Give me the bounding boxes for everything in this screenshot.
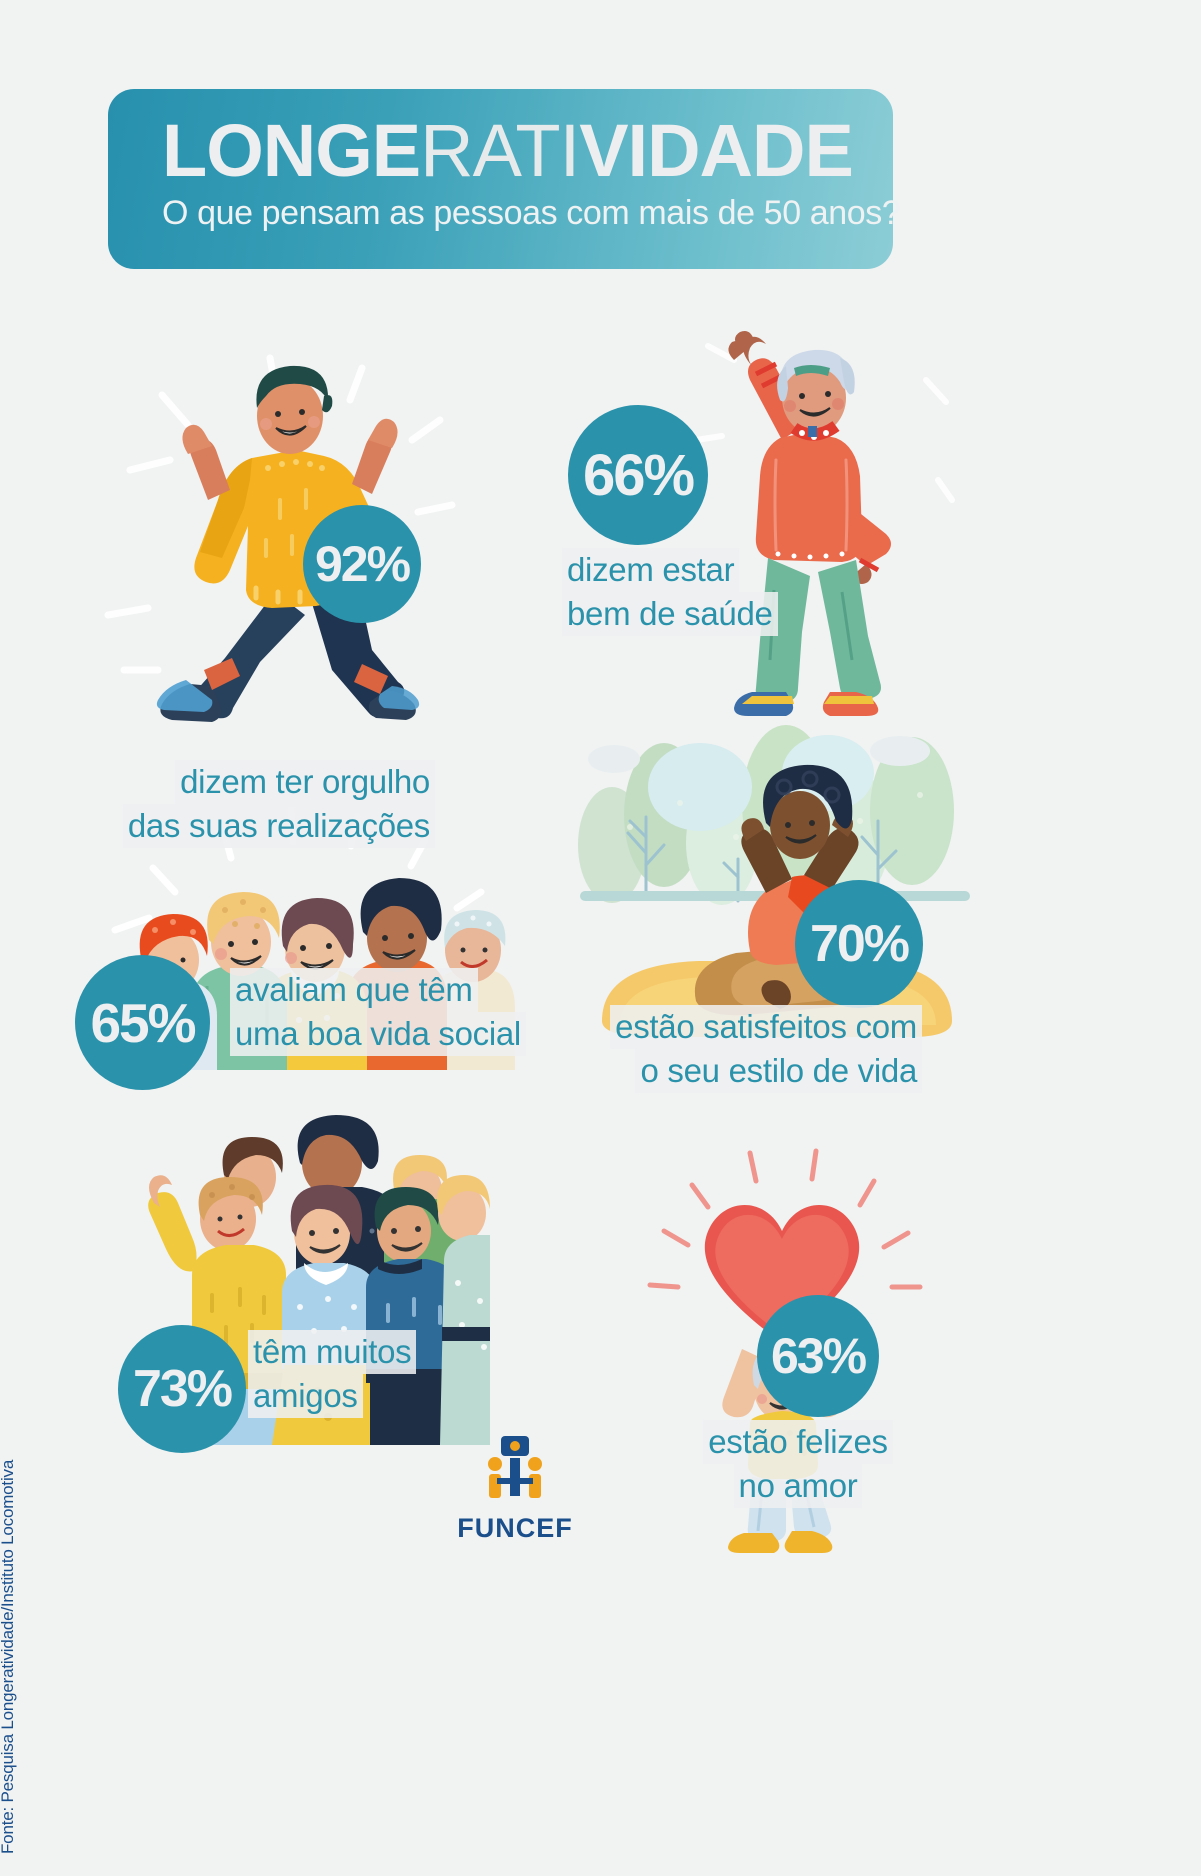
caption-line-1: dizem estar xyxy=(562,548,740,593)
title-part-1: LONGE xyxy=(162,109,421,192)
caption-line-2: das suas realizações xyxy=(122,804,435,849)
stat-bubble-92: 92% xyxy=(303,505,421,623)
header-banner: LONGERATIVIDADE O que pensam as pessoas … xyxy=(108,89,901,269)
caption-line-2: o seu estilo de vida xyxy=(635,1049,922,1094)
page-title: LONGERATIVIDADE xyxy=(162,114,893,188)
caption-line-2: bem de saúde xyxy=(562,592,778,637)
stat-caption-66: dizem estar bem de saúde xyxy=(562,548,862,637)
caption-line-2: amigos xyxy=(248,1374,363,1419)
title-part-3: VIDADE xyxy=(579,109,854,192)
caption-line-1: avaliam que têm xyxy=(230,968,478,1013)
title-part-2: RATI xyxy=(420,109,580,192)
stat-bubble-63: 63% xyxy=(757,1295,879,1417)
page-subtitle: O que pensam as pessoas com mais de 50 a… xyxy=(162,194,901,233)
stat-caption-70: estão satisfeitos com o seu estilo de vi… xyxy=(570,1005,922,1094)
source-attribution: Fonte: Pesquisa Longeratividade/Institut… xyxy=(0,1459,17,1854)
stat-bubble-70: 70% xyxy=(795,880,923,1008)
funcef-logo-icon xyxy=(488,1436,542,1498)
stat-bubble-66: 66% xyxy=(568,405,708,545)
caption-line-1: têm muitos xyxy=(248,1330,417,1375)
stat-caption-92: dizem ter orgulho das suas realizações xyxy=(110,760,435,849)
funcef-logo: FUNCEF xyxy=(455,1432,575,1544)
stat-bubble-65: 65% xyxy=(75,955,210,1090)
stat-bubble-73: 73% xyxy=(118,1325,246,1453)
caption-line-1: dizem ter orgulho xyxy=(175,760,435,805)
stat-caption-73: têm muitos amigos xyxy=(248,1330,528,1419)
caption-line-2: uma boa vida social xyxy=(230,1012,526,1057)
funcef-logo-text: FUNCEF xyxy=(457,1513,573,1543)
jumping-man-illustration xyxy=(100,340,480,730)
caption-line-1: estão felizes xyxy=(703,1420,893,1465)
stat-caption-65: avaliam que têm uma boa vida social xyxy=(230,968,550,1057)
caption-line-2: no amor xyxy=(733,1464,863,1509)
senior-woman-stretching-illustration xyxy=(690,320,960,720)
stat-caption-63: estão felizes no amor xyxy=(648,1420,948,1509)
caption-line-1: estão satisfeitos com xyxy=(610,1005,922,1050)
